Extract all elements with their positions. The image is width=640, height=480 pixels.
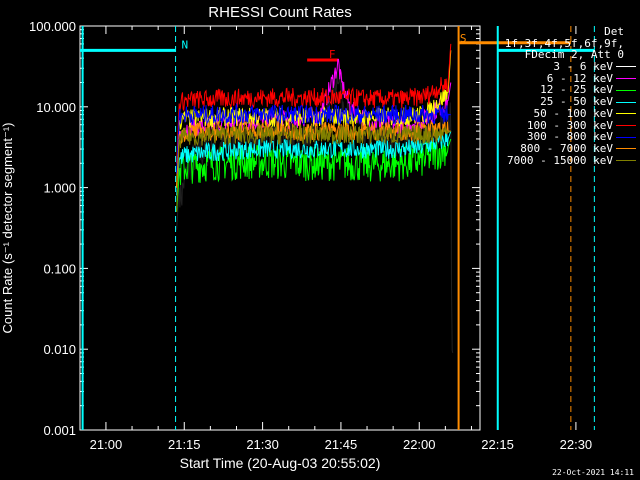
y-tick-label: 0.001 — [43, 423, 76, 438]
legend-entry-label: 25 - 50 keV — [540, 95, 613, 109]
legend-entry: 300 - 800 keV — [486, 131, 636, 143]
x-tick-label: 21:00 — [90, 437, 123, 452]
y-axis-label: Count Rate (s⁻¹ detector segment⁻¹) — [0, 123, 15, 334]
legend-swatch — [616, 66, 636, 68]
legend-entry: 50 - 100 keV — [486, 108, 636, 120]
y-tick-label: 100.000 — [29, 19, 76, 34]
legend-entry-label: 300 - 800 keV — [526, 130, 613, 144]
legend-swatch — [616, 101, 636, 103]
legend-entry-label: 6 - 12 keV — [546, 71, 613, 85]
legend-entry-label: 7000 - 15000 keV — [507, 153, 613, 167]
legend-entries: 3 - 6 keV 6 - 12 keV 12 - 25 keV 25 - 50 ke… — [486, 61, 636, 166]
legend-entry: 25 - 50 keV — [486, 96, 636, 108]
x-tick-label: 22:30 — [560, 437, 593, 452]
x-tick-label: 21:45 — [325, 437, 358, 452]
legend-swatch — [616, 124, 636, 126]
y-tick-label: 1.000 — [43, 181, 76, 196]
x-tick-label: 21:15 — [168, 437, 201, 452]
legend-entry-label: 50 - 100 keV — [533, 106, 613, 120]
series-line — [176, 43, 452, 164]
legend-swatch — [616, 113, 636, 115]
series-line — [176, 137, 452, 212]
y-tick-label: 0.010 — [43, 342, 76, 357]
x-tick-label: 22:00 — [403, 437, 436, 452]
legend: Det 1f,3f,4f,5f,6f,9f, FDecim 2, Att 0 3… — [486, 26, 636, 166]
legend-swatch — [616, 136, 636, 138]
legend-entry-label: 12 - 25 keV — [540, 83, 613, 97]
legend-entry: 6 - 12 keV — [486, 73, 636, 85]
legend-header-detectors: Det 1f,3f,4f,5f,6f,9f, — [504, 25, 624, 50]
series-line — [176, 50, 452, 188]
legend-entry-label: 100 - 300 keV — [526, 118, 613, 132]
legend-swatch — [616, 89, 636, 91]
series-line — [176, 102, 451, 174]
legend-swatch — [616, 78, 636, 80]
legend-entry: 100 - 300 keV — [486, 118, 636, 132]
legend-entry-label: 800 - 7000 keV — [520, 141, 613, 155]
legend-entry-label: 3 - 6 keV — [553, 60, 613, 74]
legend-entry: 12 - 25 keV — [486, 84, 636, 96]
plot-frame — [79, 25, 481, 431]
annotation-marker: S — [460, 32, 467, 45]
plot-axes: 0.001 0.010 0.100 1.000 10.000 100.000 21:00 21… — [29, 19, 592, 452]
legend-entry: 3 - 6 keV — [486, 61, 636, 73]
series-group — [176, 43, 454, 354]
generation-timestamp: 22-Oct-2021 14:11 — [552, 468, 634, 477]
legend-entry: 800 - 7000 keV — [486, 143, 636, 155]
legend-swatch — [616, 148, 636, 150]
chart-title: RHESSI Count Rates — [208, 4, 351, 21]
y-tick-label: 0.100 — [43, 261, 76, 276]
series-line — [176, 130, 452, 196]
annotation-marker: N — [182, 38, 189, 51]
legend-header-decimation: FDecim 2, Att 0 — [524, 48, 624, 62]
annotation-marker: F — [329, 48, 336, 61]
legend-entry: 7000 - 15000 keV — [486, 153, 636, 167]
y-tick-label: 10.000 — [36, 100, 76, 115]
series-line — [176, 123, 452, 212]
legend-swatch — [616, 159, 636, 161]
x-tick-label: 22:15 — [481, 437, 514, 452]
instrument-overlays — [80, 26, 595, 430]
x-axis-label: Start Time (20-Aug-03 20:55:02) — [180, 455, 381, 471]
x-tick-label: 21:30 — [246, 437, 279, 452]
annotations-group: N F S — [182, 32, 467, 61]
